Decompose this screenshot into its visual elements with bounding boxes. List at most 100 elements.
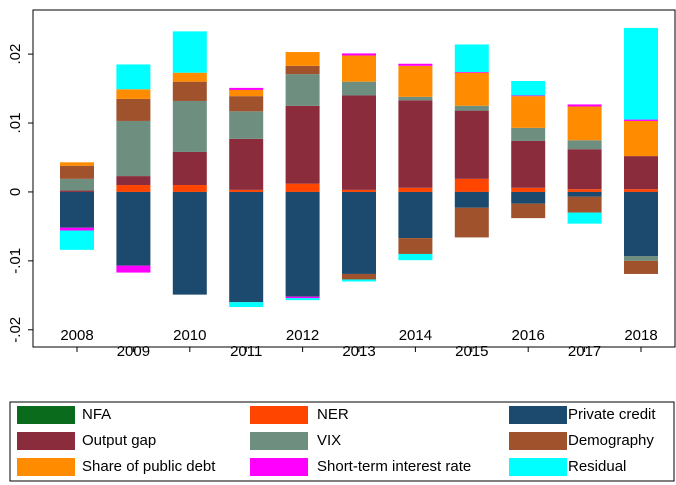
bar-segment xyxy=(398,238,433,254)
bar-segment xyxy=(624,27,658,120)
bar-segment xyxy=(60,230,94,250)
bar-segment xyxy=(511,191,546,204)
bar-segment xyxy=(285,298,320,301)
bar-segment xyxy=(172,31,207,73)
bar-segment xyxy=(567,189,602,192)
bar-segment xyxy=(511,127,546,141)
legend-label: Demography xyxy=(568,432,654,449)
bar-segment xyxy=(454,72,489,106)
bar-segment xyxy=(511,140,546,188)
bar-segment xyxy=(285,105,320,184)
legend-label: Share of public debt xyxy=(82,458,216,475)
bar-segment xyxy=(342,55,376,82)
bar-segment xyxy=(172,81,207,101)
bar-segment xyxy=(511,80,546,96)
bar-segment xyxy=(172,185,207,192)
x-tick-label: 2016 xyxy=(512,327,545,344)
bar-segment xyxy=(511,203,546,219)
bar-segment xyxy=(398,65,433,97)
bar-segment xyxy=(398,187,433,192)
legend-swatch xyxy=(250,432,308,450)
bar-segment xyxy=(567,106,602,141)
bar-segment xyxy=(567,149,602,190)
bar-segment xyxy=(60,227,94,231)
legend-swatch xyxy=(250,458,308,476)
bar-segment xyxy=(511,95,546,97)
x-tick-label: 2013 xyxy=(342,343,375,360)
bar-segment xyxy=(285,65,320,75)
bar-segment xyxy=(624,260,658,274)
bar-segment xyxy=(229,189,264,192)
bar-segment xyxy=(454,207,489,238)
bar-segment xyxy=(624,191,658,257)
bar-segment xyxy=(624,120,658,157)
y-tick-label: 0 xyxy=(7,188,24,196)
bar-segment xyxy=(398,100,433,188)
bar-segment xyxy=(398,253,433,261)
bar-segment xyxy=(172,100,207,152)
plot-frame xyxy=(32,9,676,348)
x-tick-label: 2012 xyxy=(286,327,319,344)
bar-segment xyxy=(60,178,94,191)
bar-segment xyxy=(624,119,658,121)
legend-label: NFA xyxy=(82,406,111,423)
x-tick-label: 2010 xyxy=(173,327,206,344)
bar-segment xyxy=(116,265,151,273)
x-tick-label: 2008 xyxy=(60,327,93,344)
bar-segment xyxy=(624,189,658,192)
bar-segment xyxy=(454,110,489,179)
legend-label: NER xyxy=(317,406,349,423)
bar-segment xyxy=(454,44,489,73)
bar-segment xyxy=(567,196,602,213)
bar-segment xyxy=(116,120,151,177)
legend-label: Output gap xyxy=(82,432,156,449)
bar-segment xyxy=(60,165,94,179)
bar-segment xyxy=(511,96,546,128)
bar-segment xyxy=(342,81,376,96)
legend-swatch xyxy=(250,406,308,424)
bar-segment xyxy=(285,183,320,192)
x-tick-label: 2015 xyxy=(455,343,488,360)
bar-segment xyxy=(398,96,433,101)
bar-segment xyxy=(229,111,264,139)
y-tick-label: .01 xyxy=(7,113,24,134)
bar-segment xyxy=(116,191,151,266)
y-tick-label: .02 xyxy=(7,44,24,65)
x-tick-label: 2017 xyxy=(568,343,601,360)
bar-segment xyxy=(342,53,376,56)
bar-segment xyxy=(342,279,376,282)
bar-segment xyxy=(454,72,489,73)
legend: NFA NER Private credit Output gap VIX Demogra… xyxy=(17,406,656,476)
legend-swatch xyxy=(509,458,567,476)
legend-swatch xyxy=(17,458,75,476)
x-tick-label: 2014 xyxy=(399,327,432,344)
bar-segment xyxy=(116,185,151,192)
bar-segment xyxy=(172,72,207,82)
bar-segment xyxy=(454,178,489,192)
bar-segment xyxy=(342,189,376,192)
bar-segment xyxy=(285,52,320,66)
legend-frame xyxy=(9,401,675,482)
bar-segment xyxy=(229,87,264,90)
legend-label: Residual xyxy=(568,458,626,475)
legend-label: VIX xyxy=(317,432,341,449)
x-tick-label: 2011 xyxy=(230,343,262,360)
bar-segment xyxy=(285,296,320,299)
bar-segment xyxy=(624,256,658,261)
bar-segment xyxy=(398,63,433,66)
bar-segment xyxy=(60,162,94,166)
legend-swatch xyxy=(509,432,567,450)
bar-segment xyxy=(229,138,264,190)
y-tick-label: -.01 xyxy=(7,248,24,274)
bar-segment xyxy=(342,191,376,274)
bar-segment xyxy=(229,89,264,97)
bar-segment xyxy=(454,105,489,111)
bar-segment xyxy=(285,74,320,106)
bar-segment xyxy=(116,64,151,90)
bar-segment xyxy=(60,191,94,228)
bar-segment xyxy=(116,98,151,121)
bar-segment xyxy=(116,89,151,99)
bar-segment xyxy=(229,302,264,308)
bar-segment xyxy=(511,187,546,192)
